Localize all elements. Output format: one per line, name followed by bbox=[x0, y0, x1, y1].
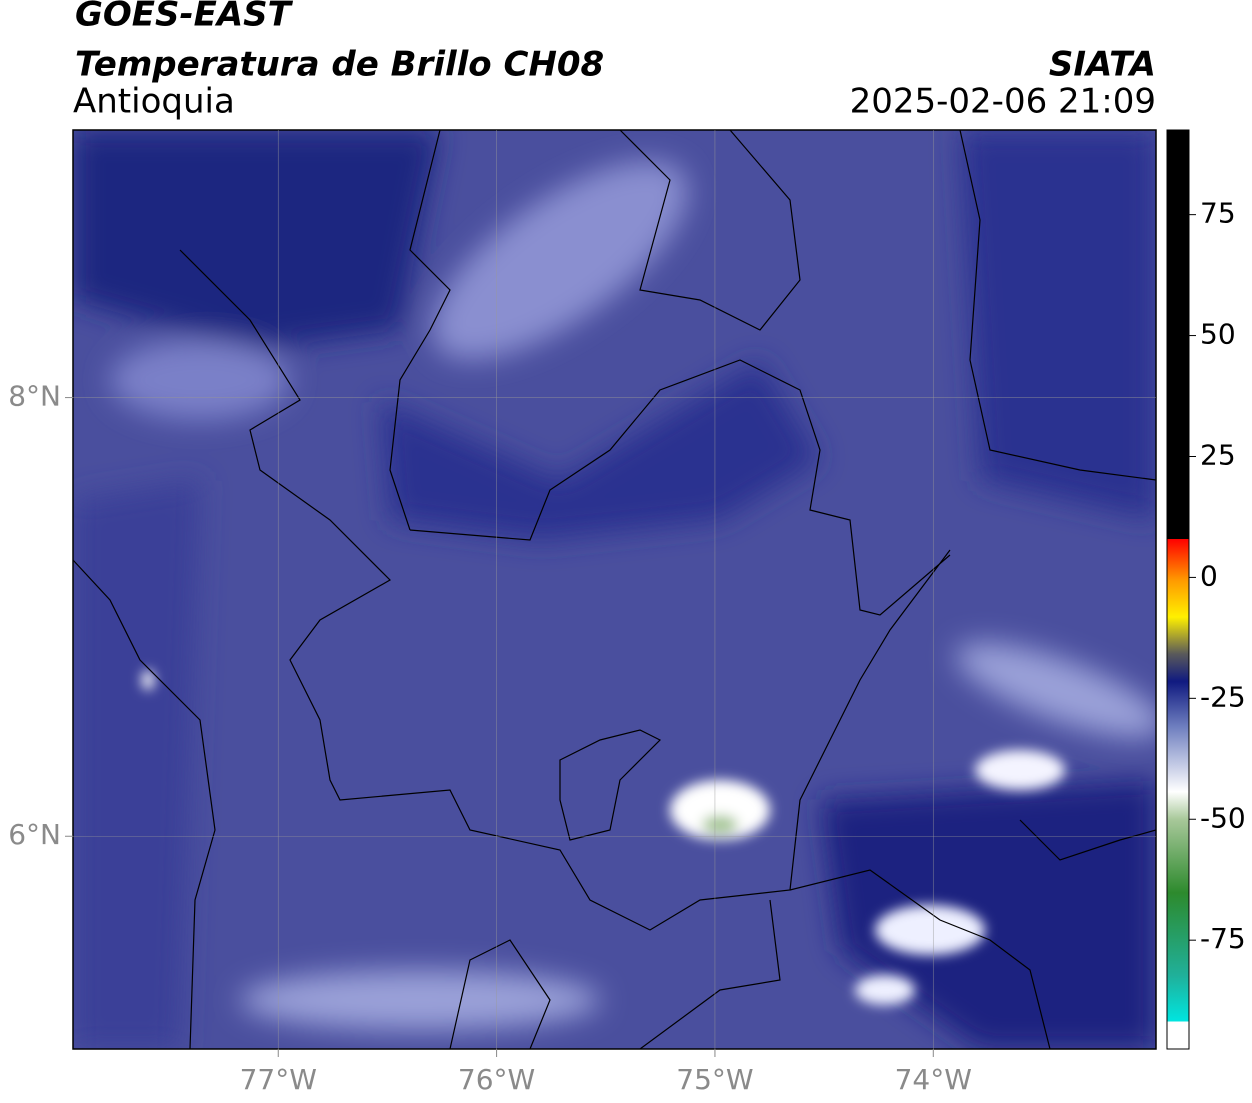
colorbar-tick-label: -50 bbox=[1200, 801, 1246, 834]
lon-tick-label: 76°W bbox=[458, 1063, 535, 1096]
lat-tick-label: 8°N bbox=[8, 380, 61, 413]
colorbar-tick-label: -75 bbox=[1200, 922, 1246, 955]
lon-tick-label: 77°W bbox=[240, 1063, 317, 1096]
colorbar-tick-label: 75 bbox=[1200, 197, 1236, 230]
satellite-image bbox=[73, 130, 1156, 1049]
map-frame bbox=[72, 129, 1157, 1050]
colorbar-tick-label: 50 bbox=[1200, 318, 1236, 351]
datetime: 2025-02-06 21:09 bbox=[850, 82, 1156, 122]
lon-tick-label: 74°W bbox=[895, 1063, 972, 1096]
lon-tick-label: 75°W bbox=[676, 1063, 753, 1096]
colorbar-tick-label: 0 bbox=[1200, 559, 1218, 592]
agency: SIATA bbox=[1049, 45, 1156, 85]
region: Antioquia bbox=[73, 82, 235, 122]
colorbar-tick-label: -25 bbox=[1200, 680, 1246, 713]
colorbar-tick-label: 25 bbox=[1200, 438, 1236, 471]
colorbar bbox=[1166, 129, 1190, 1050]
title: GOES-EAST bbox=[75, 0, 294, 35]
lat-tick-label: 6°N bbox=[8, 818, 61, 851]
subtitle: Temperatura de Brillo CH08 bbox=[75, 45, 604, 85]
